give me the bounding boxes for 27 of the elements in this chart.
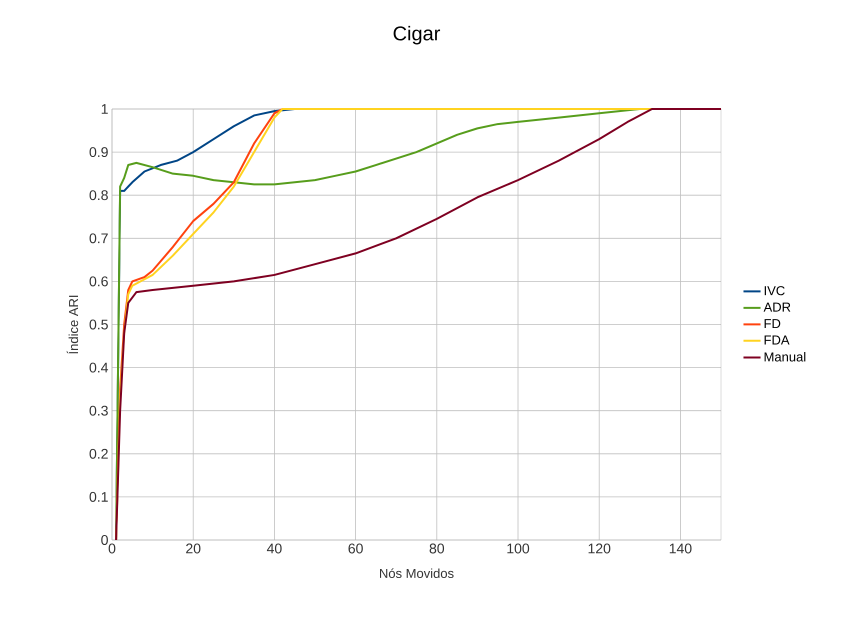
x-tick-label: 140 <box>670 544 692 554</box>
legend-label: FDA <box>764 336 790 344</box>
x-tick-label: 20 <box>186 544 200 554</box>
y-axis-title: Índice ARI <box>66 296 78 354</box>
legend-label: IVC <box>764 286 785 296</box>
x-tick-label: 60 <box>348 544 363 554</box>
x-axis-title: Nós Movidos <box>380 568 454 578</box>
legend-label: Manual <box>764 352 806 362</box>
x-tick-label: 100 <box>507 544 530 554</box>
legend-label: FD <box>764 319 780 328</box>
x-tick-label: 120 <box>588 544 610 554</box>
y-tick-label: 0.1 <box>90 492 108 502</box>
y-tick-label: 1 <box>102 104 108 114</box>
y-tick-label: 0.4 <box>90 362 108 373</box>
y-tick-label: 0.6 <box>90 276 108 286</box>
x-tick-label: 40 <box>266 544 282 554</box>
x-tick-label: 0 <box>108 544 116 554</box>
y-tick-label: 0 <box>101 535 108 545</box>
y-tick-label: 0.3 <box>90 406 108 416</box>
y-tick-label: 0.5 <box>90 320 108 330</box>
y-tick-label: 0.7 <box>90 233 108 244</box>
y-tick-label: 0.8 <box>90 190 108 200</box>
y-tick-label: 0.9 <box>90 147 108 158</box>
chart-title: Cigar <box>394 26 440 44</box>
y-tick-label: 0.2 <box>90 448 108 459</box>
x-tick-label: 80 <box>430 544 444 554</box>
legend-label: ADR <box>764 302 790 312</box>
